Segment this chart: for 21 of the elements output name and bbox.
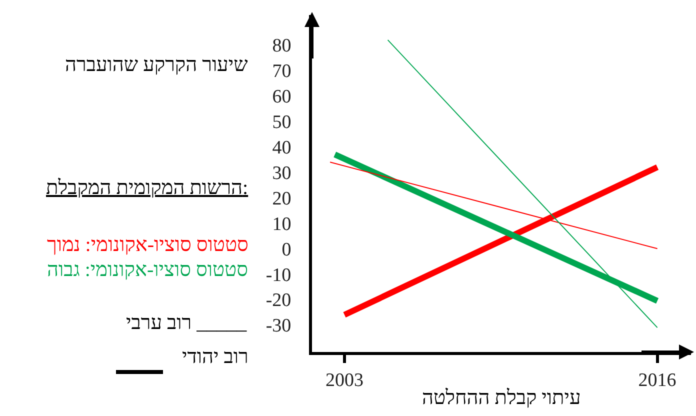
y-tick-label: 40 [272, 138, 292, 158]
y-tick-label: 30 [272, 162, 292, 184]
y-tick-label: 60 [272, 86, 292, 108]
x-axis-title: עיתוי קבלת ההחלטה [422, 387, 581, 409]
y-tick-label: 10 [272, 214, 292, 235]
y-tick-label: -20 [266, 290, 292, 312]
y-tick-label: 50 [272, 112, 292, 134]
text: סטטוס סוציו-אקונומי: גבוה [47, 259, 248, 281]
x-tick-label: 2016 [638, 370, 676, 391]
text: סטטוס סוציו-אקונומי: נמוך [47, 234, 248, 256]
legend-title: הרשות המקומית המקבלת: [46, 177, 248, 199]
y-tick-label: 80 [272, 36, 292, 57]
y-tick-label: 20 [272, 188, 292, 210]
y-tick-label: -30 [266, 316, 292, 337]
text: רוב ערבי _____ [126, 312, 248, 334]
y-tick-label: 70 [272, 61, 292, 82]
x-tick-label: 2003 [325, 370, 364, 391]
y-tick-label: -10 [266, 264, 292, 286]
y-tick-label: 0 [282, 239, 292, 260]
y-axis-title: שיעור הקרקע שהועברה [65, 54, 248, 76]
text: רוב יהודי [182, 346, 248, 368]
